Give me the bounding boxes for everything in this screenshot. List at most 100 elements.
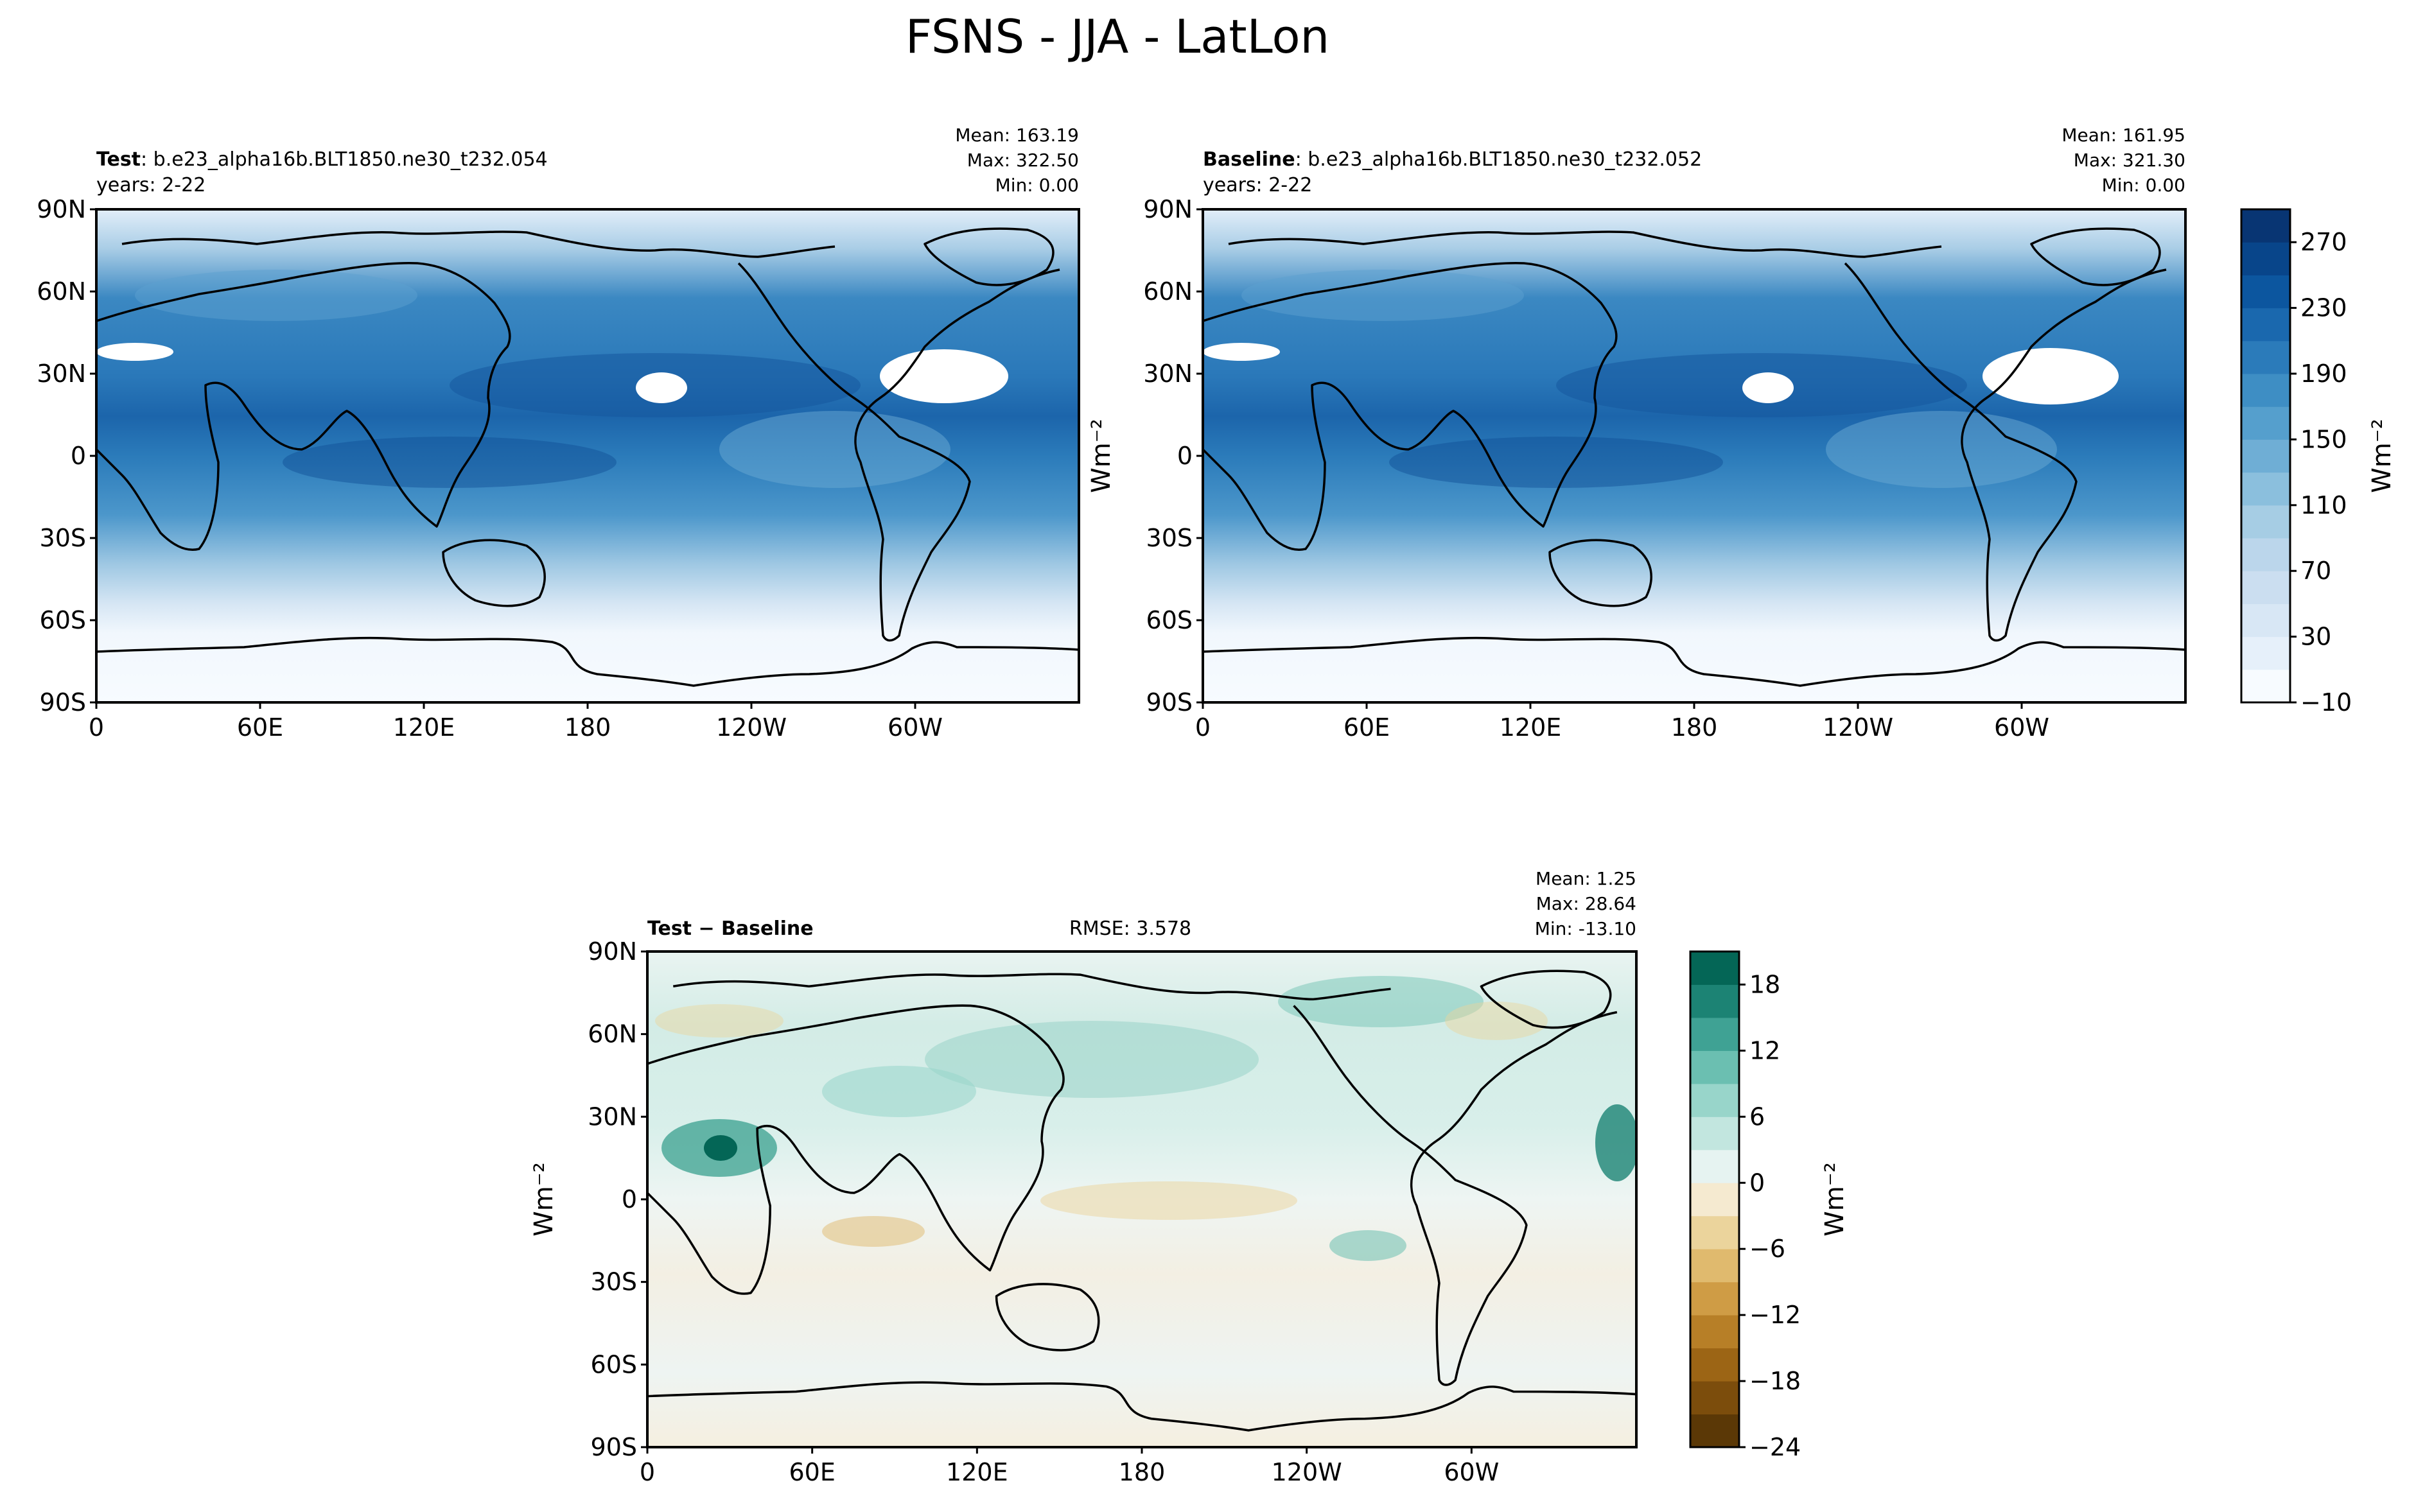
colorbar-field: 270 230 190 150 110 70 30 −10 <box>2240 208 2352 717</box>
colorbar-field-tick-label: 150 <box>2300 425 2347 453</box>
colorbar-field-swatch <box>2241 340 2290 374</box>
baseline-lon-tick-label: 120W <box>1823 713 1893 742</box>
coast-africa-eurasia <box>96 262 511 551</box>
colorbar-diff-swatch <box>1690 1315 1739 1349</box>
colorbar-diff-tick-label: −18 <box>1749 1367 1801 1395</box>
coast-americas <box>737 262 1060 642</box>
diff-lon-tick-label: 120W <box>1272 1458 1342 1486</box>
colorbar-field-swatch <box>2241 669 2290 703</box>
colorbar-diff-tick-label: 18 <box>1749 970 1780 998</box>
diff-field-patch <box>822 1216 925 1247</box>
test-lon-ticks: 0 60E 120E 180 120W 60W <box>89 702 943 742</box>
diff-field-patch <box>1040 1181 1297 1220</box>
diff-lat-tick-label: 60N <box>588 1020 637 1048</box>
colorbar-diff-tick-label: −12 <box>1749 1301 1801 1329</box>
diff-field-patch <box>704 1135 737 1161</box>
colorbar-field-swatch <box>2241 472 2290 506</box>
test-lon-tick-label: 60W <box>888 713 943 742</box>
baseline-lon-tick-label: 120E <box>1500 713 1562 742</box>
test-lat-tick-label: 60N <box>37 277 86 306</box>
colorbar-field-tick-label: −10 <box>2300 688 2352 717</box>
baseline-lon-ticks: 0 60E 120E 180 120W 60W <box>1195 702 2049 742</box>
colorbar-field-swatch <box>2241 242 2290 275</box>
panel-baseline-label-bold: Baseline <box>1203 148 1295 171</box>
colorbar-diff-swatch <box>1690 1050 1739 1084</box>
coast-antarctica <box>1203 636 2185 687</box>
colorbar-diff-swatch <box>1690 1282 1739 1316</box>
colorbar-field-swatch <box>2241 275 2290 309</box>
colorbar-diff-swatch <box>1690 1117 1739 1151</box>
colorbar-field-swatch <box>2241 604 2290 638</box>
panel-diff: Test − Baseline RMSE: 3.578 Mean: 1.25 M… <box>529 868 1638 1486</box>
colorbar-field-swatch <box>2241 406 2290 440</box>
coast-africa-eurasia <box>1203 262 1618 551</box>
coast-greenland <box>924 227 1055 286</box>
figure-title: FSNS - JJA - LatLon <box>906 10 1329 64</box>
test-lat-tick-label: 90N <box>37 195 86 223</box>
baseline-field-patch <box>1241 270 1524 321</box>
colorbar-field-swatch <box>2241 636 2290 670</box>
panel-test: Test: b.e23_alpha16b.BLT1850.ne30_t232.0… <box>37 125 1116 742</box>
test-field-patch <box>96 343 173 361</box>
diff-lat-tick-label: 60S <box>591 1350 637 1378</box>
test-lat-tick-label: 0 <box>71 442 86 470</box>
colorbar-diff: 18 12 6 0 −6 −12 −18 −24 <box>1689 950 1801 1461</box>
panel-test-min: Min: 0.00 <box>995 175 1079 196</box>
colorbar-diff-label: Wm⁻² <box>1820 1162 1850 1237</box>
coast-greenland <box>1480 969 1612 1029</box>
coast-americas <box>1844 262 2167 642</box>
diff-lat-ticks: 90N 60N 30N 0 30S 60S 90S <box>588 937 647 1461</box>
colorbar-field-tick-label: 230 <box>2300 294 2347 322</box>
colorbar-diff-swatch <box>1690 1414 1739 1448</box>
panel-baseline-mean: Mean: 161.95 <box>2061 125 2185 146</box>
coast-americas <box>1293 1005 1618 1386</box>
test-coastlines <box>96 227 1079 687</box>
diff-lon-ticks: 0 60E 120E 180 120W 60W <box>640 1447 1499 1486</box>
diff-field-patch <box>822 1066 976 1117</box>
test-lat-tick-label: 30S <box>40 524 86 552</box>
coast-australia <box>442 539 546 607</box>
diff-coastlines <box>647 969 1636 1432</box>
colorbar-diff-swatch <box>1690 1083 1739 1117</box>
coast-arctic <box>672 973 1391 1001</box>
baseline-lat-tick-label: 30N <box>1143 360 1193 388</box>
colorbar-diff-swatch <box>1690 984 1739 1018</box>
panel-baseline-min: Min: 0.00 <box>2102 175 2185 196</box>
diff-field-patch <box>1329 1230 1406 1261</box>
panel-diff-label: Test − Baseline <box>647 917 814 940</box>
coast-antarctica <box>96 636 1079 687</box>
colorbar-field-tick-label: 270 <box>2300 228 2347 256</box>
colorbar-diff-swatch <box>1690 1149 1739 1183</box>
colorbar-field-swatch <box>2241 209 2290 243</box>
coast-australia <box>995 1283 1100 1351</box>
baseline-lat-tick-label: 30S <box>1146 524 1193 552</box>
baseline-lon-tick-label: 180 <box>1671 713 1718 742</box>
baseline-coastlines <box>1203 227 2185 687</box>
colorbar-diff-swatch <box>1690 1215 1739 1249</box>
colorbar-diff-tick-label: −24 <box>1749 1433 1801 1461</box>
diff-field-patch <box>925 1021 1259 1098</box>
test-lat-tick-label: 90S <box>40 688 86 717</box>
diff-field-patch <box>655 1004 783 1038</box>
colorbar-diff-tick-label: −6 <box>1749 1235 1785 1263</box>
baseline-lat-tick-label: 90S <box>1146 688 1193 717</box>
test-lon-tick-label: 120E <box>393 713 455 742</box>
panel-test-mean: Mean: 163.19 <box>955 125 1079 146</box>
colorbar-field-tick-label: 70 <box>2300 557 2331 585</box>
colorbar-diff-swatch <box>1690 1017 1739 1051</box>
baseline-lat-tick-label: 0 <box>1177 442 1193 470</box>
panel-diff-min: Min: -13.10 <box>1535 918 1636 939</box>
coast-arctic <box>1228 230 1942 258</box>
panel-test-label-bold: Test <box>96 148 141 171</box>
diff-field-patch <box>1278 976 1484 1027</box>
colorbar-field-swatch <box>2241 439 2290 473</box>
coast-australia <box>1548 539 1652 607</box>
coast-greenland <box>2030 227 2161 286</box>
colorbar-diff-tick-label: 6 <box>1749 1102 1765 1131</box>
colorbar-diff-swatch <box>1690 1183 1739 1217</box>
coast-africa-eurasia <box>647 1004 1065 1295</box>
test-lon-tick-label: 0 <box>89 713 104 742</box>
panel-baseline-years: years: 2-22 <box>1203 174 1312 196</box>
panel-baseline-max: Max: 321.30 <box>2074 150 2185 171</box>
baseline-lat-tick-label: 90N <box>1143 195 1193 223</box>
